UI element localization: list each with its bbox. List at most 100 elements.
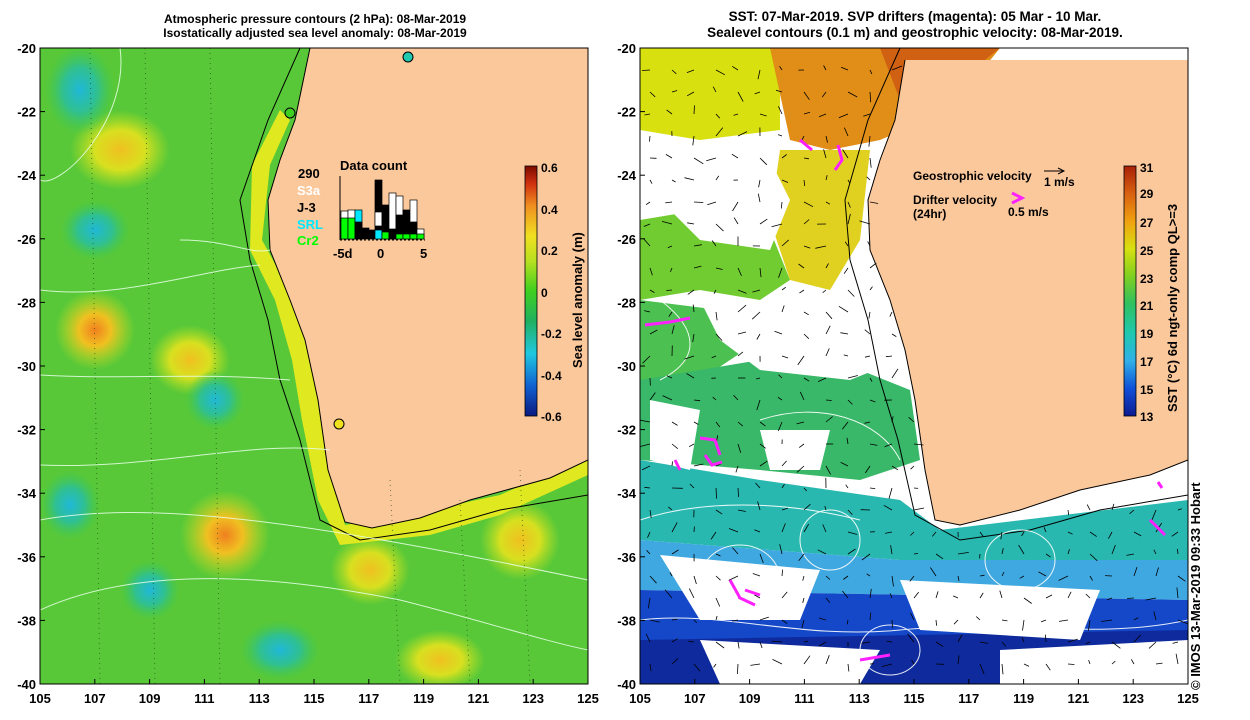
velocity-arrow (979, 592, 984, 599)
velocity-arrow (693, 421, 699, 425)
velocity-arrow (778, 106, 783, 115)
velocity-arrow (1045, 553, 1051, 558)
velocity-arrow (686, 373, 695, 379)
velocity-arrow (823, 65, 827, 71)
velocity-arrow (671, 325, 675, 335)
velocity-arrow (715, 597, 721, 607)
velocity-arrow (999, 590, 1003, 599)
velocity-arrow (891, 333, 897, 337)
x-tick-label: 105 (29, 691, 51, 706)
velocity-arrow (1001, 641, 1007, 647)
velocity-arrow (781, 154, 787, 159)
velocity-arrow (1106, 597, 1113, 601)
velocity-arrow (861, 553, 871, 561)
velocity-arrow (803, 503, 811, 511)
velocity-arrow (891, 465, 899, 471)
velocity-arrow (1089, 553, 1098, 562)
velocity-arrow (798, 443, 805, 448)
velocity-arrow (781, 460, 787, 467)
y-tick-label: -40 (617, 677, 636, 692)
velocity-arrow (1172, 641, 1179, 644)
velocity-arrow (910, 465, 915, 470)
velocity-arrow (799, 391, 805, 401)
velocity-arrow (1085, 593, 1091, 599)
velocity-arrow (737, 421, 744, 427)
velocity-arrow (822, 289, 827, 294)
velocity-arrow (759, 267, 762, 278)
colorbar-tick: 0.4 (541, 203, 558, 217)
credit: © IMOS 13-Mar-2019 09:33 Hobart (1188, 482, 1203, 690)
x-tick-label: 111 (194, 691, 214, 706)
velocity-arrow (692, 304, 695, 313)
left-title-line1: Atmospheric pressure contours (2 hPa): 0… (163, 12, 467, 26)
velocity-arrow (643, 238, 651, 247)
x-tick-label: 113 (849, 691, 870, 706)
velocity-arrow (869, 377, 873, 382)
velocity-arrow (737, 443, 742, 453)
velocity-arrow (1111, 503, 1115, 511)
velocity-arrow (847, 289, 855, 297)
velocity-arrow (644, 113, 651, 116)
velocity-arrow (644, 310, 651, 313)
velocity-arrow (825, 175, 828, 181)
velocity-arrow (1151, 509, 1157, 520)
velocity-arrow (707, 201, 717, 206)
velocity-arrow (665, 201, 673, 204)
velocity-arrow (825, 399, 832, 401)
velocity-arrow (797, 355, 805, 366)
velocity-arrow (891, 368, 899, 379)
velocity-arrow (689, 483, 695, 489)
velocity-arrow (979, 641, 989, 644)
x-tick-label: 123 (1122, 691, 1144, 706)
velocity-arrow (671, 90, 678, 93)
velocity-arrow (737, 331, 747, 335)
velocity-arrow (1133, 634, 1142, 643)
velocity-arrow (825, 348, 830, 357)
y-tick-label: -40 (17, 677, 36, 692)
y-tick-label: -30 (617, 359, 636, 374)
velocity-arrow (666, 375, 673, 379)
velocity-arrow (825, 135, 828, 143)
x-tick-label: 121 (1068, 691, 1090, 706)
velocity-arrow (1089, 575, 1093, 581)
velocity-arrow (957, 575, 960, 581)
velocity-arrow (822, 524, 827, 533)
velocity-arrow (671, 522, 678, 533)
velocity-arrow (693, 575, 697, 585)
velocity-arrow (1023, 597, 1032, 604)
velocity-arrow (869, 443, 878, 446)
velocity-arrow (737, 91, 744, 102)
velocity-arrow (864, 421, 871, 424)
velocity-arrow (803, 640, 809, 643)
velocity-arrow (781, 179, 789, 183)
velocity-arrow (664, 589, 673, 599)
velocity-arrow (844, 127, 849, 137)
velocity-arrow (1021, 531, 1025, 537)
colorbar-tick: 15 (1140, 383, 1154, 397)
velocity-arrow (751, 311, 761, 320)
velocity-arrow (1089, 531, 1097, 537)
velocity-arrow (693, 201, 704, 203)
velocity-arrow (645, 633, 651, 643)
velocity-arrow (781, 619, 788, 624)
velocity-arrow (668, 506, 673, 511)
velocity-arrow (1001, 619, 1008, 622)
drifter-tracks (644, 138, 1167, 662)
velocity-arrow (886, 641, 893, 643)
velocity-arrow (649, 91, 656, 98)
colorbar-tick: 27 (1140, 216, 1154, 230)
velocity-arrow (780, 201, 783, 209)
velocity-arrow (665, 154, 673, 159)
velocity-arrow (733, 394, 739, 401)
velocity-arrow (759, 553, 764, 564)
velocity-arrow (777, 396, 783, 401)
velocity-arrow (1067, 549, 1070, 555)
velocity-arrow (755, 482, 761, 489)
velocity-arrow (662, 395, 673, 401)
velocity-arrow (781, 483, 785, 489)
velocity-arrow (859, 220, 871, 225)
velocity-arrow (713, 663, 717, 668)
velocity-arrow (908, 417, 915, 423)
velocity-arrow (693, 157, 704, 165)
velocity-arrow (693, 399, 701, 402)
